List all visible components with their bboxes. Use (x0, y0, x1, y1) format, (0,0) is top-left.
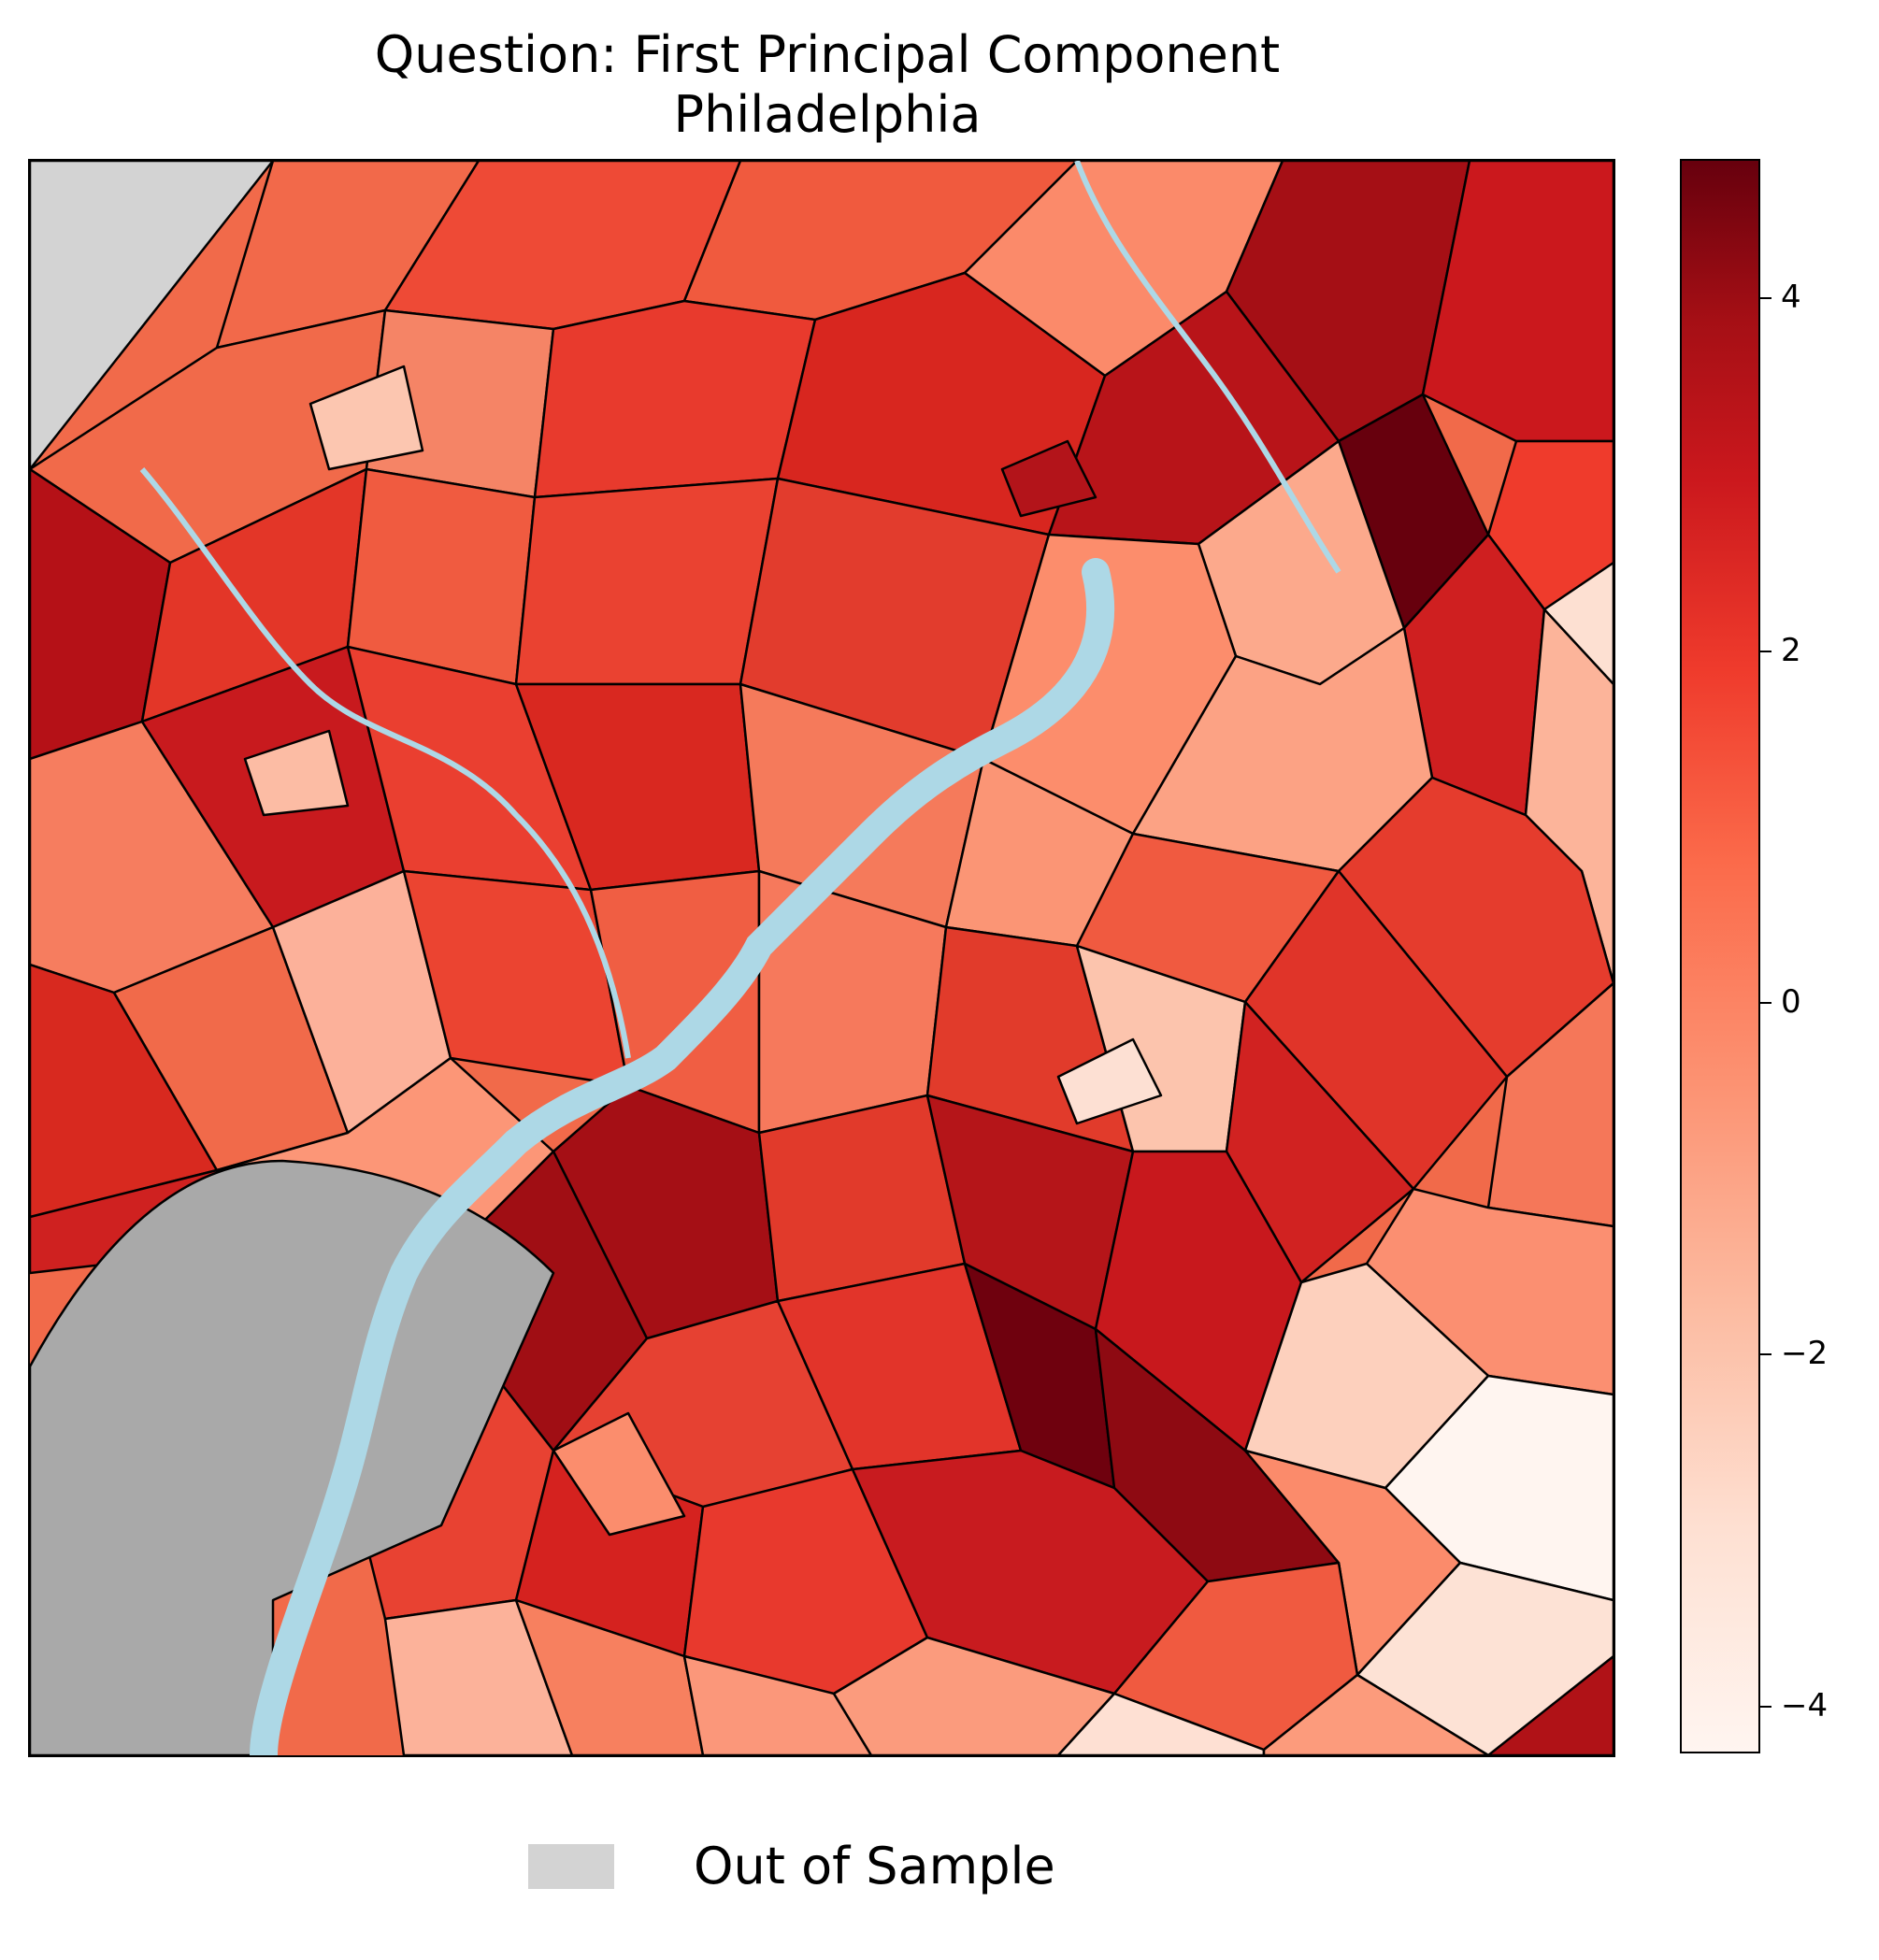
map-region (1486, 1654, 1614, 1755)
map-region (533, 299, 817, 499)
colorbar-tick-label: −2 (1781, 1335, 1829, 1372)
map-region (30, 161, 275, 471)
map-canvas (30, 161, 1614, 1755)
map-region (383, 1598, 574, 1755)
map-region (1486, 981, 1614, 1228)
out-of-sample-area (30, 1159, 555, 1755)
map-region (308, 365, 424, 471)
choropleth-map (28, 159, 1615, 1757)
map-region (552, 1411, 686, 1537)
legend-label: Out of Sample (694, 1837, 1055, 1896)
colorbar-tick-label: −4 (1781, 1687, 1829, 1724)
colorbar-tick (1760, 297, 1771, 299)
colorbar-tick-label: 2 (1781, 632, 1801, 669)
map-region (1262, 1673, 1490, 1755)
colorbar-tick-label: 4 (1781, 279, 1801, 316)
map-region (514, 1598, 705, 1755)
map-region (514, 477, 780, 686)
map-region (1000, 439, 1097, 518)
colorbar-tick-label: 0 (1781, 983, 1801, 1021)
map-region (1056, 1692, 1266, 1755)
chart-title-line-1: Question: First Principal Component (374, 25, 1281, 84)
schuylkill-river (139, 467, 631, 1059)
delaware-river (250, 558, 1115, 1755)
map-region (243, 729, 350, 817)
colorbar-tick (1760, 1002, 1771, 1004)
chart-title-line-2: Philadelphia (673, 85, 982, 144)
colorbar-tick (1760, 1353, 1771, 1355)
map-region (682, 1654, 873, 1755)
tributary-river (1074, 161, 1341, 574)
legend-swatch (528, 1844, 614, 1889)
colorbar (1680, 159, 1760, 1753)
map-region (1056, 1037, 1163, 1125)
colorbar-tick (1760, 1706, 1771, 1708)
colorbar-tick (1760, 651, 1771, 652)
